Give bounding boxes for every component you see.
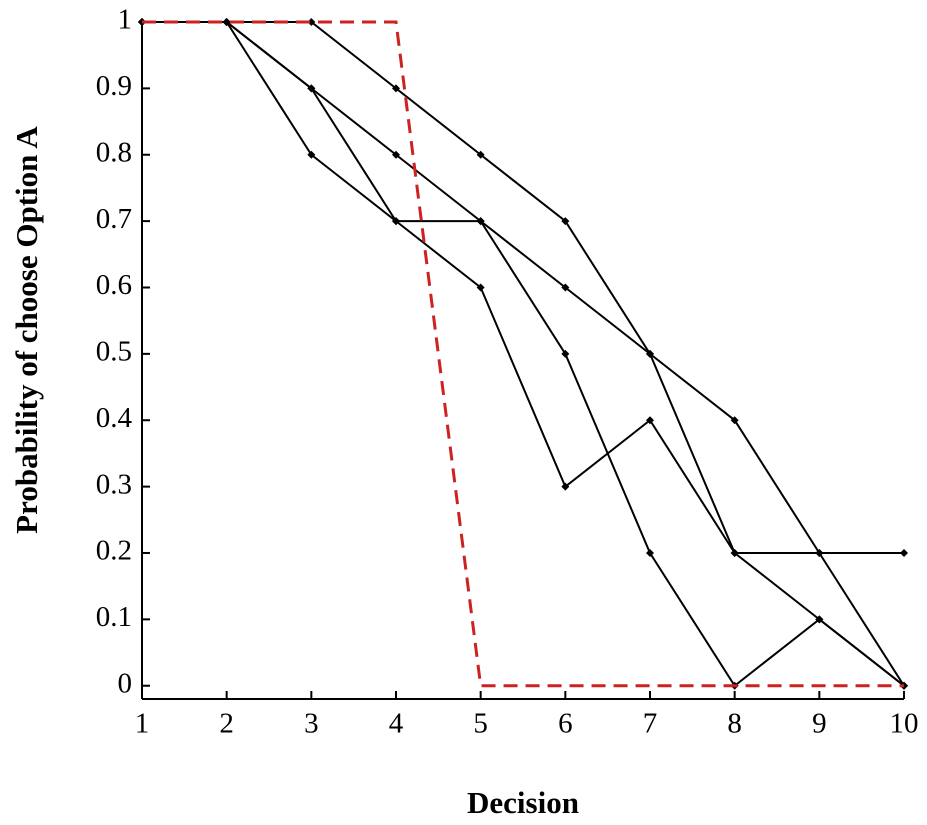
y-tick-label: 0.3 xyxy=(96,468,132,500)
y-tick-label: 0 xyxy=(118,667,133,699)
marker xyxy=(730,548,739,557)
y-tick-label: 0.2 xyxy=(96,535,132,567)
reference-line xyxy=(142,20,904,688)
marker xyxy=(815,548,824,557)
y-tick-label: 0.4 xyxy=(96,402,133,434)
x-tick-label: 9 xyxy=(812,708,827,740)
marker xyxy=(476,283,485,292)
marker xyxy=(307,150,316,159)
x-axis-label: Decision xyxy=(467,785,579,820)
marker xyxy=(561,482,570,491)
marker xyxy=(476,217,485,226)
series-line xyxy=(142,21,905,688)
x-tick-label: 1 xyxy=(135,708,150,740)
marker xyxy=(307,18,316,26)
marker xyxy=(392,217,400,226)
marker xyxy=(392,84,400,93)
x-tick-label: 6 xyxy=(558,708,573,740)
y-tick-label: 0.8 xyxy=(96,136,132,168)
marker xyxy=(730,416,739,425)
marker xyxy=(476,150,485,159)
marker xyxy=(646,548,654,557)
marker xyxy=(646,416,654,425)
y-tick-label: 0.1 xyxy=(96,601,132,633)
marker xyxy=(561,349,570,358)
x-tick-label: 10 xyxy=(890,708,919,740)
x-tick-label: 4 xyxy=(389,708,404,740)
marker xyxy=(561,217,570,226)
y-axis-label: Probability of choose Option A xyxy=(9,126,44,534)
series-line xyxy=(142,21,904,554)
y-tick-label: 0.7 xyxy=(96,203,132,235)
marker xyxy=(222,18,231,26)
marker xyxy=(646,349,654,358)
marker xyxy=(815,615,824,624)
y-tick-label: 0.6 xyxy=(96,269,132,301)
x-tick-label: 7 xyxy=(643,708,658,740)
y-tick-label: 0.9 xyxy=(96,70,132,102)
marker xyxy=(900,548,908,557)
marker xyxy=(392,150,400,159)
x-tick-label: 8 xyxy=(727,708,742,740)
y-tick-label: 0.5 xyxy=(96,336,132,368)
x-tick-label: 3 xyxy=(304,708,319,740)
x-tick-label: 2 xyxy=(219,708,234,740)
y-tick-label: 1 xyxy=(118,4,133,36)
x-tick-label: 5 xyxy=(473,708,488,740)
series-line xyxy=(142,21,905,687)
series-line xyxy=(142,21,905,687)
marker xyxy=(561,283,570,292)
marker xyxy=(307,84,316,93)
